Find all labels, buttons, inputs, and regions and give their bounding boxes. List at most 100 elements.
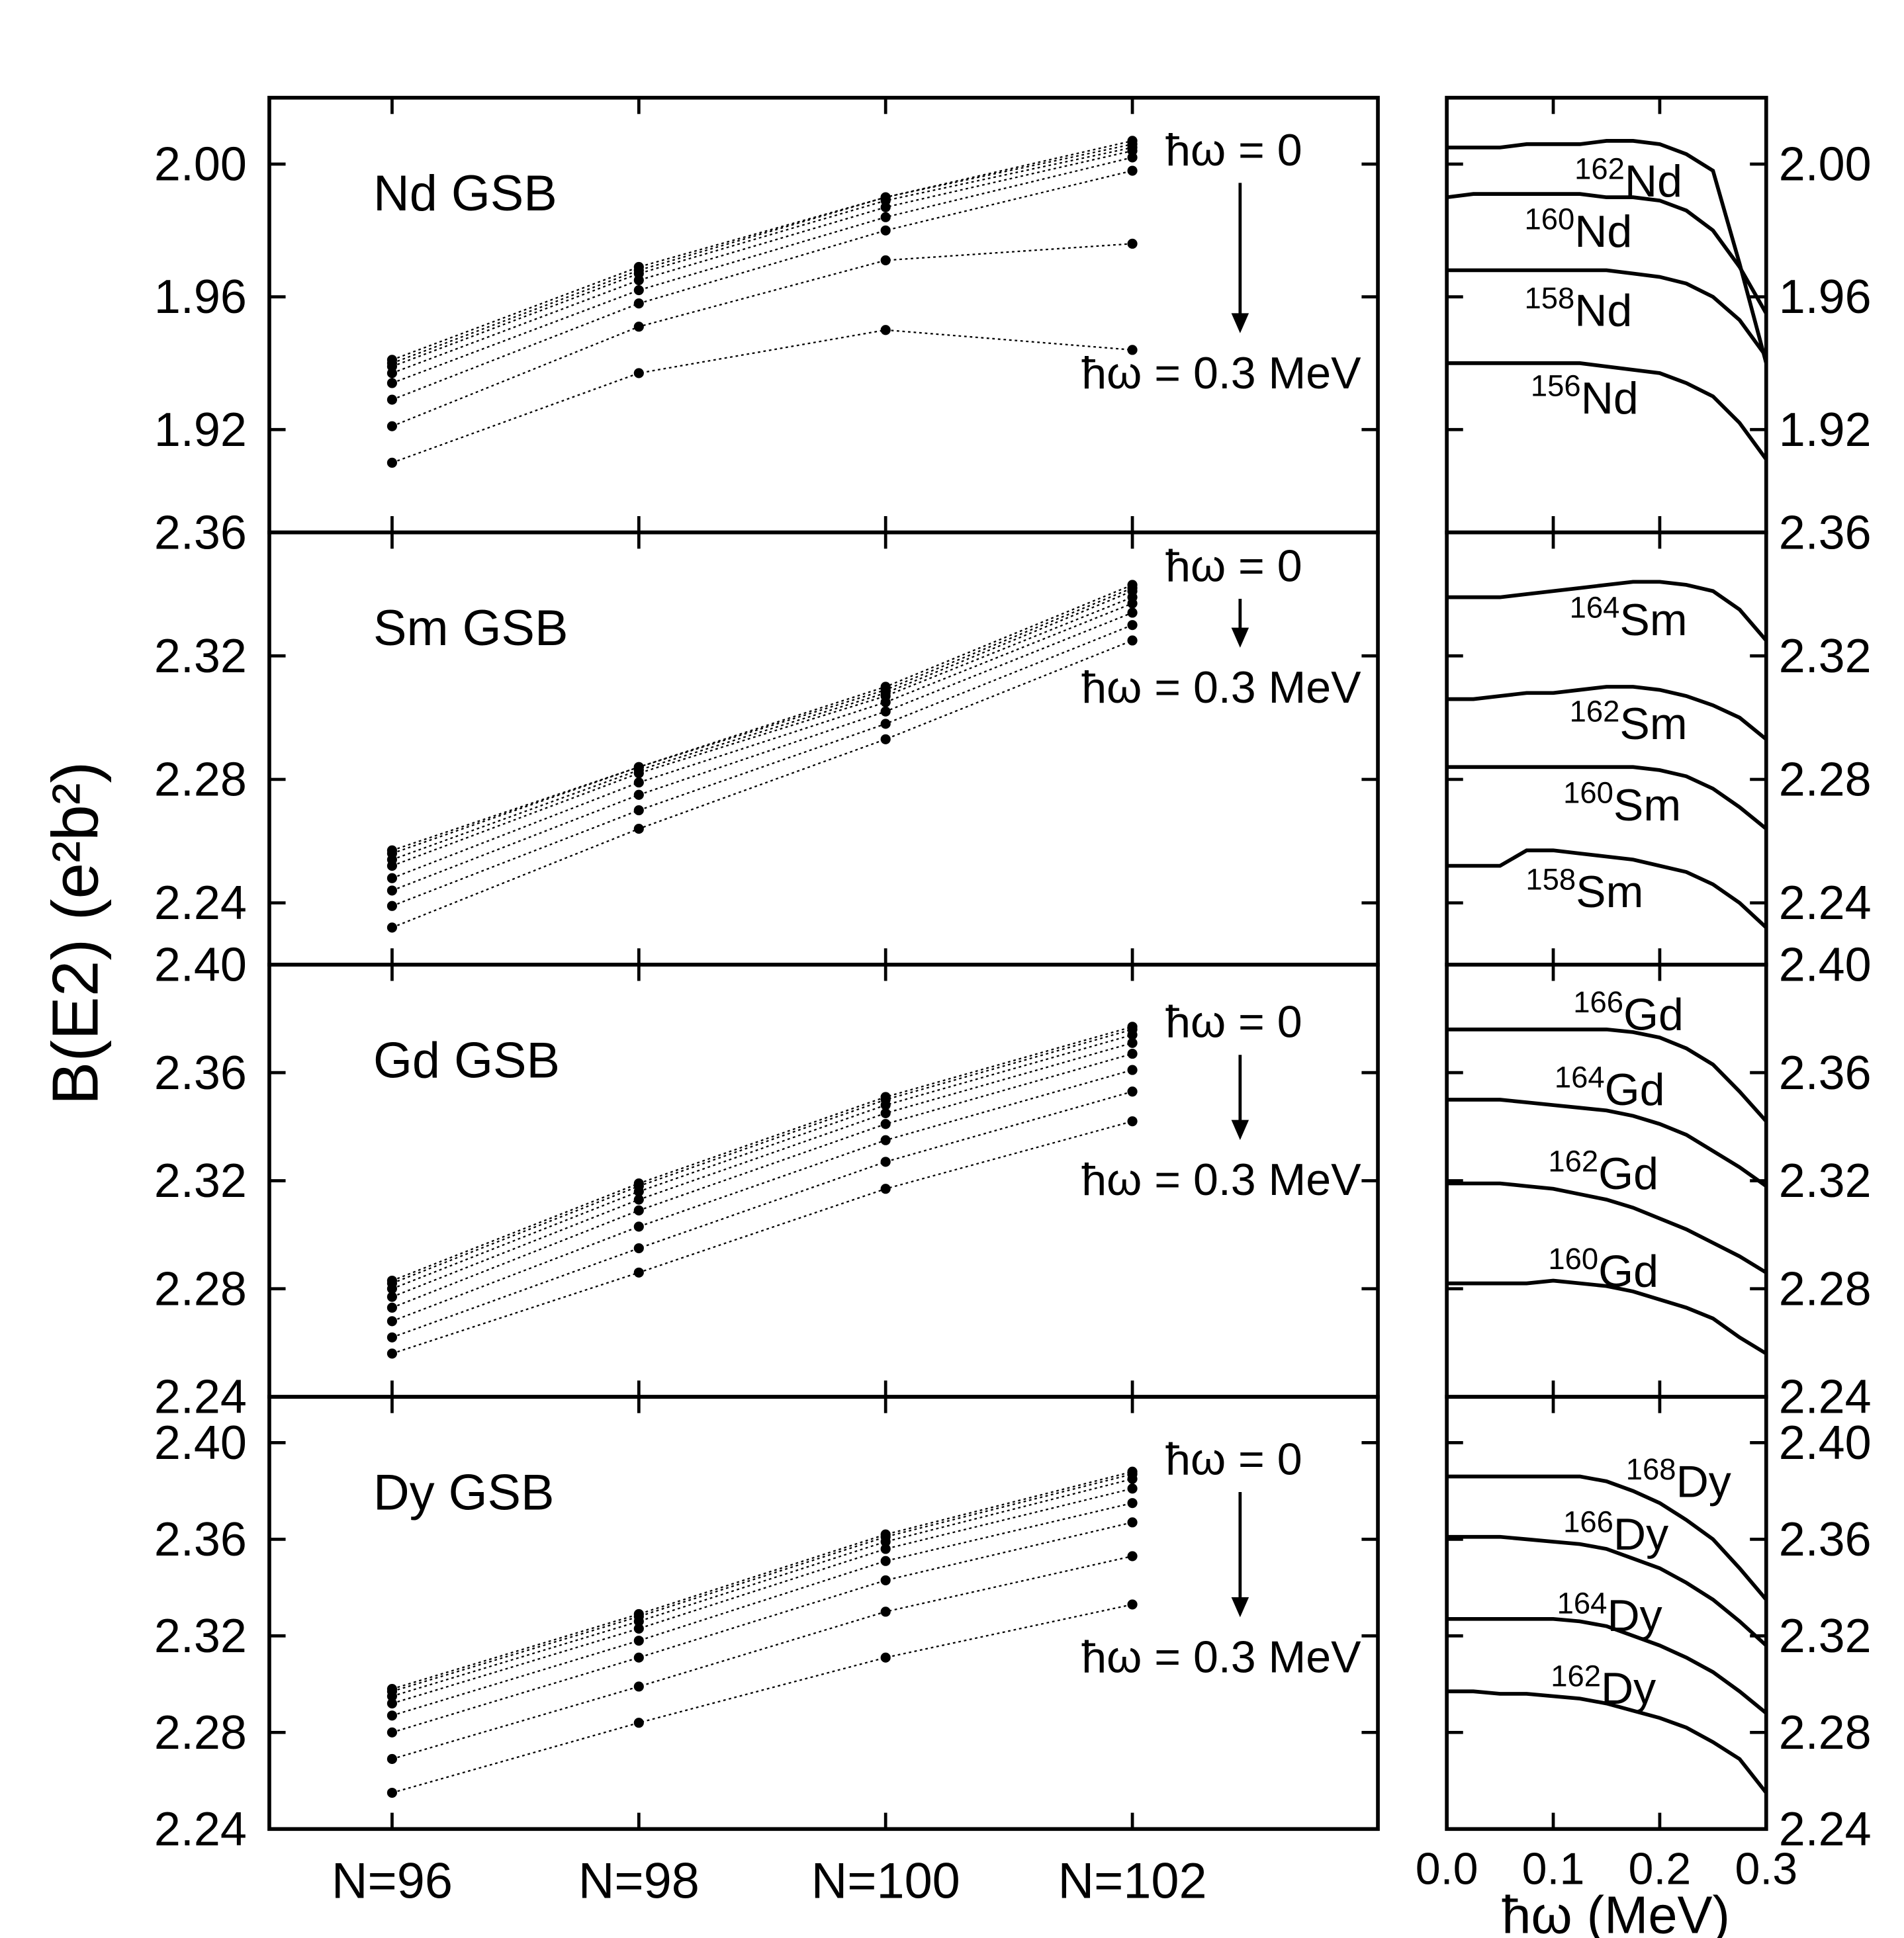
element-symbol: Dy (1607, 1591, 1662, 1641)
series-label: 164Gd (1555, 1060, 1665, 1115)
annotation: ħω = 0 (1165, 125, 1302, 175)
data-point (633, 1243, 644, 1254)
y-tick-label: 2.24 (154, 1371, 247, 1424)
series-line (392, 1521, 1133, 1734)
y-tick-label: 2.28 (154, 1706, 247, 1759)
series-line (392, 611, 1133, 891)
y-tick-label: 2.40 (154, 938, 247, 991)
element-symbol: Sm (1576, 867, 1643, 917)
y-tick-label: 1.92 (1779, 404, 1872, 457)
series-line (392, 584, 1133, 852)
data-point (386, 873, 398, 883)
annotation: ħω = 0 (1165, 541, 1302, 592)
mass-number: 158 (1525, 862, 1576, 896)
data-point (1127, 152, 1138, 163)
series-line (1447, 1534, 1768, 1648)
data-point (633, 1267, 644, 1278)
series-line (392, 329, 1133, 464)
mass-number: 160 (1563, 776, 1613, 810)
data-point (633, 768, 644, 779)
series-line (1447, 848, 1768, 929)
mass-number: 168 (1626, 1452, 1676, 1486)
series-line (1447, 765, 1768, 830)
data-point (1127, 1086, 1138, 1097)
data-point (1127, 1551, 1138, 1562)
data-point (1127, 1517, 1138, 1528)
series-line (1447, 361, 1768, 461)
series-line (392, 1026, 1133, 1282)
element-symbol: Nd (1581, 373, 1639, 423)
data-point (880, 325, 891, 335)
element-symbol: Sm (1619, 595, 1687, 645)
data-point (633, 805, 644, 816)
data-point (633, 1652, 644, 1663)
series-label: 156Nd (1531, 369, 1639, 423)
mass-number: 162 (1548, 1144, 1598, 1178)
series-line (392, 140, 1133, 361)
data-point (633, 824, 644, 834)
series-line (392, 1502, 1133, 1716)
series-line (1447, 1689, 1768, 1794)
data-point (633, 1623, 644, 1634)
element-symbol: Gd (1605, 1065, 1665, 1115)
data-point (633, 1718, 644, 1728)
annotation: ħω = 0.3 MeV (1081, 1632, 1361, 1683)
data-point (633, 1681, 644, 1692)
data-point (880, 1157, 891, 1167)
data-point (880, 1652, 891, 1663)
data-point (1127, 1049, 1138, 1059)
data-point (880, 1575, 891, 1585)
data-point (633, 1205, 644, 1215)
y-tick-label: 2.36 (1779, 1513, 1872, 1566)
y-tick-label: 2.28 (154, 1262, 247, 1315)
data-point (880, 202, 891, 212)
y-tick-label: 2.32 (154, 1610, 247, 1663)
x-tick-label: N=100 (811, 1853, 960, 1909)
data-point (1127, 1498, 1138, 1509)
series-line (1447, 1474, 1768, 1601)
series-line (392, 1034, 1133, 1290)
series-line (392, 1487, 1133, 1704)
series-label: 160Gd (1548, 1242, 1658, 1297)
y-tick-label: 2.32 (1779, 630, 1872, 683)
data-point (386, 885, 398, 896)
arrow-head (1231, 1597, 1249, 1618)
x-tick-label: 0.2 (1629, 1844, 1692, 1894)
data-point (633, 298, 644, 309)
panel-title: Gd GSB (373, 1032, 560, 1088)
data-point (1127, 1065, 1138, 1075)
data-point (633, 1194, 644, 1205)
series-label: 168Dy (1626, 1452, 1731, 1507)
data-point (386, 394, 398, 405)
series-label: 158Nd (1524, 281, 1632, 336)
data-point (386, 1292, 398, 1302)
data-point (880, 1184, 891, 1194)
element-symbol: Sm (1619, 699, 1687, 749)
element-symbol: Sm (1613, 780, 1681, 830)
data-point (880, 1119, 891, 1129)
series-line (392, 243, 1133, 427)
data-point (880, 212, 891, 222)
series-line (392, 1120, 1133, 1354)
data-point (1127, 607, 1138, 618)
series-line (1446, 192, 1768, 315)
panel-title: Nd GSB (373, 165, 557, 222)
data-point (386, 922, 398, 933)
series-line (392, 156, 1133, 384)
series-line (1447, 1616, 1768, 1715)
y-tick-label: 2.32 (1779, 1155, 1872, 1208)
mass-number: 162 (1551, 1659, 1601, 1693)
data-point (633, 1636, 644, 1646)
series-label: 164Dy (1557, 1587, 1662, 1642)
series-line (392, 624, 1133, 907)
series-line (1447, 1278, 1768, 1356)
series-line (392, 1471, 1133, 1690)
annotation: ħω = 0.3 MeV (1081, 348, 1361, 398)
series-line (392, 1028, 1133, 1284)
x-tick-label: N=98 (578, 1853, 700, 1909)
mass-number: 156 (1531, 369, 1581, 402)
arrow-head (1231, 627, 1249, 648)
data-point (386, 1698, 398, 1709)
annotation: ħω = 0 (1165, 1434, 1302, 1484)
